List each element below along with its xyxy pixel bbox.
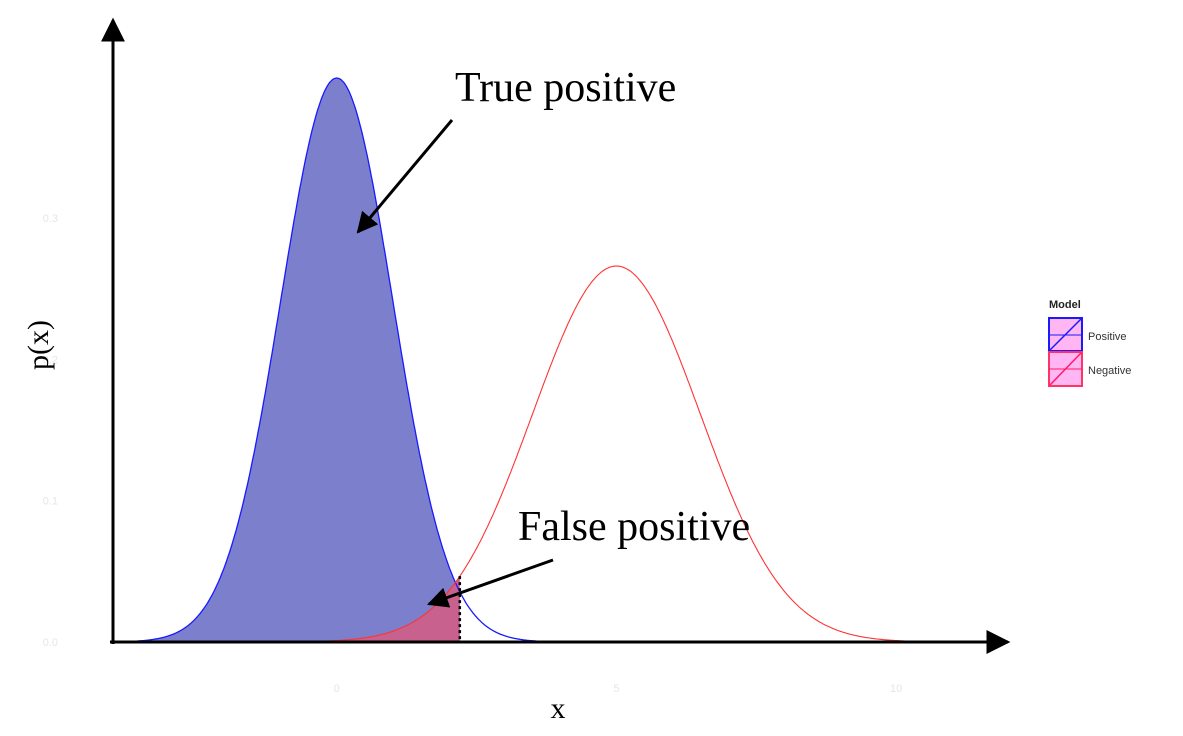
- x-axis-label: x: [551, 692, 566, 725]
- y-tick-label: 0.1: [43, 496, 58, 508]
- y-axis-label: p(x): [22, 320, 55, 370]
- legend: Model Positive Negative: [1048, 299, 1131, 387]
- true-positive-arrow: [356, 119, 454, 234]
- legend-label-negative: Negative: [1088, 365, 1131, 377]
- false-positive-arrow: [427, 558, 554, 608]
- y-tick-labels: 0.0 0.1 0.2 0.3: [43, 213, 58, 649]
- true-positive-annotation: True positive: [455, 65, 676, 111]
- legend-title: Model: [1049, 299, 1081, 311]
- false-positive-annotation: False positive: [518, 504, 750, 550]
- legend-item-negative: Negative: [1048, 351, 1131, 387]
- negative-false-positive-area: [140, 576, 460, 642]
- x-tick-label: 0: [334, 683, 340, 695]
- x-tick-labels: 0 5 10: [334, 683, 903, 695]
- x-tick-label: 5: [613, 683, 619, 695]
- legend-label-positive: Positive: [1088, 331, 1127, 343]
- positive-density-curve: [113, 77, 813, 643]
- y-tick-label: 0.2: [43, 354, 58, 366]
- x-tick-label: 10: [890, 683, 902, 695]
- legend-item-positive: Positive: [1048, 317, 1127, 352]
- y-tick-label: 0.3: [43, 213, 58, 225]
- y-tick-label: 0.0: [43, 637, 58, 649]
- positive-true-positive-area: [113, 78, 460, 642]
